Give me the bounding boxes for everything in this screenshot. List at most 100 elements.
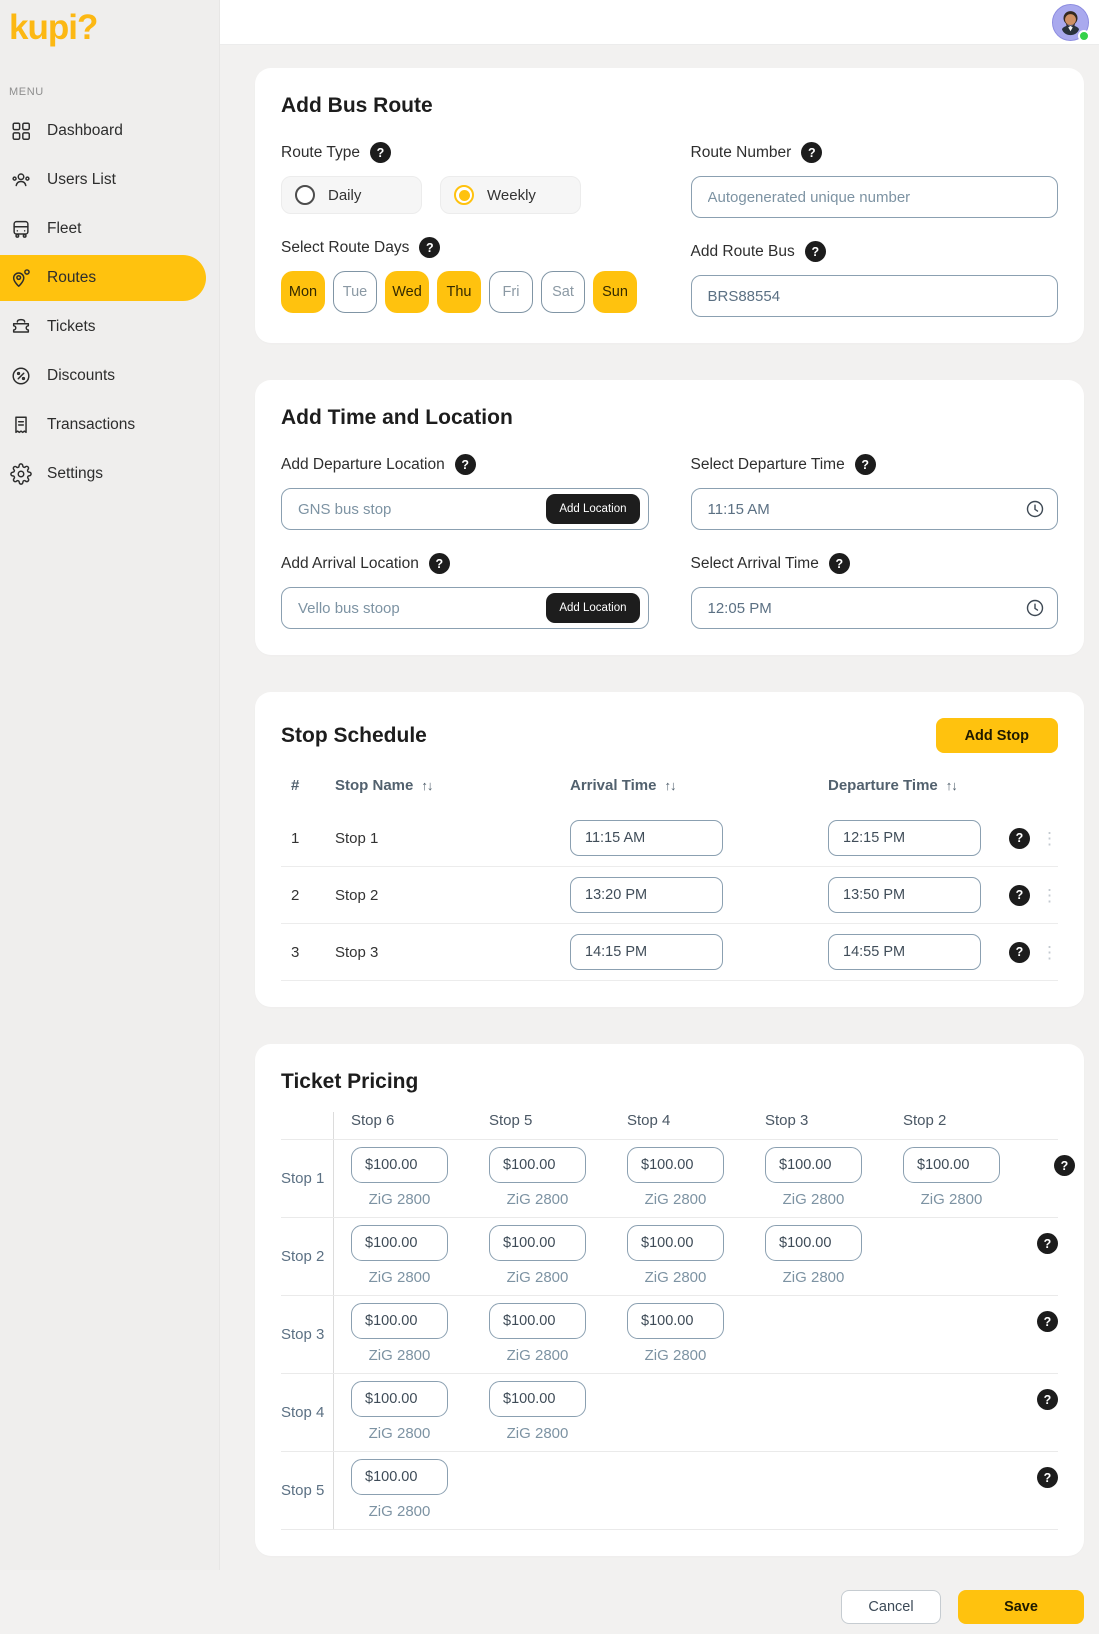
- help-icon[interactable]: ?: [428, 553, 450, 574]
- route-type-weekly-option[interactable]: Weekly: [440, 176, 581, 214]
- departure-time-input[interactable]: [690, 488, 1058, 530]
- price-currency: ZiG 2800: [368, 1425, 431, 1442]
- add-departure-location-button[interactable]: Add Location: [546, 494, 640, 524]
- arrival-time-input[interactable]: [570, 934, 723, 970]
- save-button[interactable]: Save: [958, 1590, 1084, 1624]
- price-input[interactable]: [765, 1147, 862, 1183]
- price-input[interactable]: [489, 1303, 586, 1339]
- help-icon[interactable]: ?: [1037, 1467, 1058, 1488]
- pricing-row-label: Stop 4: [281, 1404, 325, 1421]
- day-pill-sun[interactable]: Sun: [593, 271, 637, 313]
- topbar: [220, 0, 1099, 45]
- arrival-time-field: Select Arrival Time ?: [690, 553, 1058, 629]
- sidebar-item-routes[interactable]: Routes: [0, 255, 206, 301]
- help-icon[interactable]: ?: [804, 241, 826, 262]
- ticket-pricing-title: Ticket Pricing: [281, 1070, 419, 1093]
- price-currency: ZiG 2800: [782, 1269, 845, 1286]
- user-avatar[interactable]: [1052, 3, 1090, 42]
- clock-icon[interactable]: [1025, 499, 1045, 524]
- sidebar-item-discounts[interactable]: Discounts: [0, 353, 206, 399]
- day-pill-mon[interactable]: Mon: [281, 271, 325, 313]
- pricing-row-label: Stop 5: [281, 1482, 325, 1499]
- help-icon[interactable]: ?: [1037, 1233, 1058, 1254]
- pricing-row-label: Stop 2: [281, 1248, 325, 1265]
- row-menu-icon[interactable]: ⋮: [1041, 885, 1058, 905]
- ticket-pricing-matrix: Stop 6 Stop 5 Stop 4 Stop 3 Stop 2 Stop …: [281, 1112, 1075, 1530]
- arrival-time-label: Select Arrival Time: [690, 554, 819, 572]
- departure-time-field: Select Departure Time ?: [690, 454, 1058, 530]
- departure-time-input[interactable]: [828, 877, 981, 913]
- day-pill-fri[interactable]: Fri: [489, 271, 533, 313]
- route-bus-input[interactable]: [690, 275, 1058, 317]
- sidebar-item-dashboard[interactable]: Dashboard: [0, 108, 206, 154]
- price-currency: ZiG 2800: [644, 1191, 707, 1208]
- schedule-row: 1 Stop 1 ? ⋮: [281, 810, 1058, 867]
- help-icon[interactable]: ?: [419, 237, 441, 258]
- sort-icon[interactable]: ↑↓: [664, 778, 676, 793]
- arrival-time-input[interactable]: [570, 820, 723, 856]
- price-currency: ZiG 2800: [644, 1347, 707, 1364]
- price-input[interactable]: [489, 1381, 586, 1417]
- price-currency: ZiG 2800: [782, 1191, 845, 1208]
- sort-icon[interactable]: ↑↓: [945, 778, 958, 793]
- price-input[interactable]: [351, 1147, 448, 1183]
- pricing-row: Stop 2 ZiG 2800 ZiG 2800 ZiG 2800: [281, 1217, 1058, 1295]
- sidebar-item-transactions[interactable]: Transactions: [0, 402, 206, 448]
- route-number-input[interactable]: [690, 176, 1058, 218]
- sidebar-item-label: Users List: [47, 171, 116, 188]
- day-pill-sat[interactable]: Sat: [541, 271, 585, 313]
- route-pin-icon: [12, 269, 30, 287]
- price-input[interactable]: [351, 1381, 448, 1417]
- day-pill-thu[interactable]: Thu: [437, 271, 481, 313]
- price-input[interactable]: [489, 1147, 586, 1183]
- price-cell: ZiG 2800: [351, 1147, 489, 1208]
- sidebar-item-fleet[interactable]: Fleet: [0, 206, 206, 252]
- price-input[interactable]: [627, 1147, 724, 1183]
- help-icon[interactable]: ?: [1037, 1311, 1058, 1332]
- price-input[interactable]: [351, 1225, 448, 1261]
- help-icon[interactable]: ?: [1009, 941, 1030, 963]
- help-icon[interactable]: ?: [370, 142, 391, 163]
- sort-icon[interactable]: ↑↓: [421, 778, 433, 793]
- schedule-row: 3 Stop 3 ? ⋮: [281, 924, 1058, 981]
- departure-time-input[interactable]: [828, 820, 981, 856]
- price-input[interactable]: [903, 1147, 1000, 1183]
- cancel-button[interactable]: Cancel: [841, 1590, 941, 1624]
- price-input[interactable]: [765, 1225, 862, 1261]
- form-actions: Cancel Save: [255, 1590, 1084, 1634]
- add-arrival-location-button[interactable]: Add Location: [546, 593, 640, 623]
- row-menu-icon[interactable]: ⋮: [1041, 942, 1058, 962]
- stop-schedule-table: # Stop Name ↑↓ Arrival Time ↑↓ Departure T…: [281, 767, 1058, 981]
- pricing-row: Stop 1 ZiG 2800 ZiG 2800 ZiG 2800: [281, 1139, 1075, 1217]
- price-currency: ZiG 2800: [506, 1191, 569, 1208]
- sidebar-item-label: Fleet: [47, 220, 82, 237]
- day-pill-wed[interactable]: Wed: [385, 271, 429, 313]
- arrival-time-input[interactable]: [570, 877, 723, 913]
- route-type-daily-option[interactable]: Daily: [281, 176, 422, 214]
- clock-icon[interactable]: [1025, 598, 1045, 623]
- help-icon[interactable]: ?: [1037, 1389, 1058, 1410]
- help-icon[interactable]: ?: [854, 454, 876, 475]
- sidebar-item-settings[interactable]: Settings: [0, 451, 206, 497]
- help-icon[interactable]: ?: [1009, 827, 1030, 849]
- add-stop-button[interactable]: Add Stop: [935, 718, 1058, 753]
- help-icon[interactable]: ?: [1054, 1155, 1075, 1176]
- sidebar-item-users-list[interactable]: Users List: [0, 157, 206, 203]
- day-pill-tue[interactable]: Tue: [333, 271, 377, 313]
- price-input[interactable]: [489, 1225, 586, 1261]
- row-menu-icon[interactable]: ⋮: [1041, 828, 1058, 848]
- price-input[interactable]: [627, 1225, 724, 1261]
- price-input[interactable]: [351, 1459, 448, 1495]
- help-icon[interactable]: ?: [801, 142, 823, 163]
- departure-time-input[interactable]: [828, 934, 981, 970]
- help-icon[interactable]: ?: [828, 553, 850, 574]
- price-input[interactable]: [627, 1303, 724, 1339]
- help-icon[interactable]: ?: [454, 454, 476, 475]
- pricing-row-label: Stop 3: [281, 1326, 325, 1343]
- arrival-time-input[interactable]: [690, 587, 1058, 629]
- sidebar-item-tickets[interactable]: Tickets: [0, 304, 206, 350]
- help-icon[interactable]: ?: [1009, 884, 1030, 906]
- time-location-card: Add Time and Location Add Departure Loca…: [255, 380, 1084, 655]
- stop-schedule-card: Stop Schedule Add Stop # Stop Name ↑↓ Arr…: [255, 692, 1084, 1007]
- price-input[interactable]: [351, 1303, 448, 1339]
